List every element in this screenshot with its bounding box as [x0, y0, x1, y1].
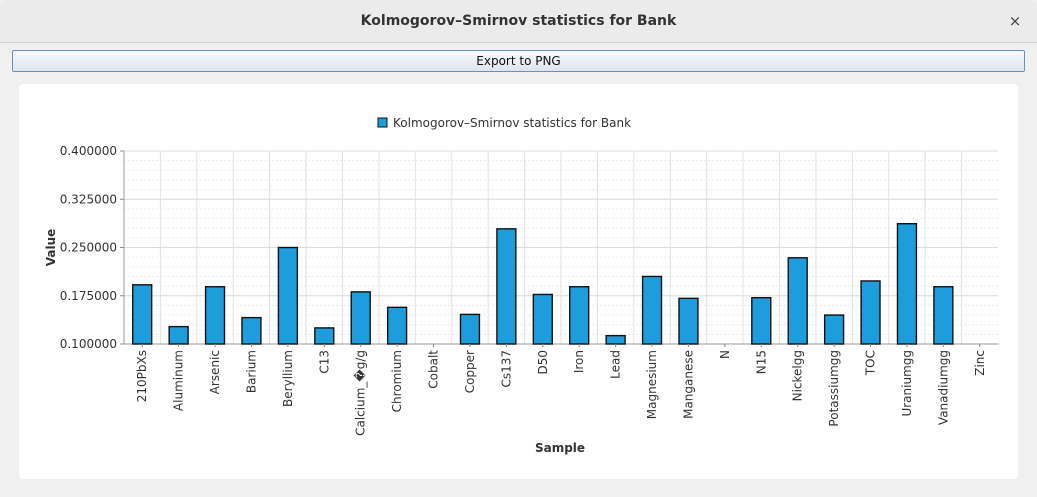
bar-cs137	[496, 228, 517, 345]
x-tick-label: Nickelgg	[791, 350, 805, 401]
bar-iron	[569, 286, 590, 345]
x-tick-label: Barium	[244, 350, 258, 393]
bar-calcium-g-g	[350, 291, 371, 345]
ks-bar-chart: 0.400000 0.325000 0.250000 0.175000 0.100000…	[44, 116, 998, 455]
x-tick-label: N	[718, 350, 732, 359]
x-tick-label: Iron	[572, 350, 586, 373]
y-axis-label: Value	[44, 229, 58, 267]
x-tick-label: Beryllium	[281, 350, 295, 407]
y-tick-label: 0.325000	[60, 192, 117, 206]
x-tick-label: TOC	[864, 350, 878, 376]
x-tick-label: Manganese	[681, 350, 695, 419]
x-tick-label: Cs137	[499, 350, 513, 388]
bar-toc	[860, 280, 881, 345]
x-tick-label: Cobalt	[427, 350, 441, 389]
legend-label: Kolmogorov–Smirnov statistics for Bank	[393, 116, 631, 130]
export-png-button[interactable]: Export to PNG	[12, 50, 1025, 72]
bar-c13	[314, 327, 335, 345]
bar-vanadiumgg	[933, 286, 954, 345]
x-tick-label: Arsenic	[208, 350, 222, 394]
close-icon[interactable]: ×	[1008, 12, 1022, 30]
x-tick-label: Chromium	[390, 350, 404, 412]
bar-potassiumgg	[823, 314, 845, 345]
bar-d50	[532, 293, 553, 345]
chart-panel: 0.400000 0.325000 0.250000 0.175000 0.100000…	[19, 84, 1018, 479]
bar-barium	[241, 316, 262, 345]
x-tick-label: Magnesium	[645, 350, 659, 419]
x-tick-label: Calcium_�g/g	[354, 350, 368, 436]
bar-chromium	[386, 306, 408, 345]
x-tick-label: D50	[536, 350, 550, 375]
x-tick-label: Aluminum	[172, 350, 186, 411]
bar-uraniumgg	[896, 222, 918, 345]
x-tick-label: Vanadiumgg	[936, 350, 950, 425]
y-tick-label: 0.175000	[60, 289, 117, 303]
bar-aluminum	[168, 325, 189, 345]
x-tick-label: N15	[754, 350, 768, 374]
y-tick-label: 0.400000	[60, 144, 117, 158]
legend-swatch	[377, 117, 388, 128]
x-tick-label: C13	[317, 350, 331, 374]
bar-nickelgg	[787, 257, 808, 345]
bar-manganese	[678, 297, 699, 345]
x-tick-label: 210PbXs	[135, 350, 149, 402]
bar-n15	[751, 296, 772, 345]
window-title: Kolmogorov–Smirnov statistics for Bank	[360, 13, 677, 29]
window-titlebar	[0, 0, 1037, 43]
bar-beryllium	[277, 246, 299, 345]
y-tick-label: 0.100000	[60, 337, 117, 351]
bar-copper	[459, 313, 481, 345]
x-tick-label: Copper	[463, 350, 477, 393]
bar-210pbxs	[132, 284, 153, 345]
x-tick-label: Potassiumgg	[827, 350, 841, 427]
x-axis-label: Sample	[535, 441, 585, 455]
x-tick-label: Zinc	[973, 350, 987, 376]
bar-arsenic	[204, 286, 226, 345]
bar-magnesium	[641, 275, 663, 345]
x-tick-label: Uraniumgg	[900, 350, 914, 417]
x-tick-label: Lead	[609, 350, 623, 379]
y-tick-label: 0.250000	[60, 241, 117, 255]
bar-lead	[605, 334, 626, 345]
